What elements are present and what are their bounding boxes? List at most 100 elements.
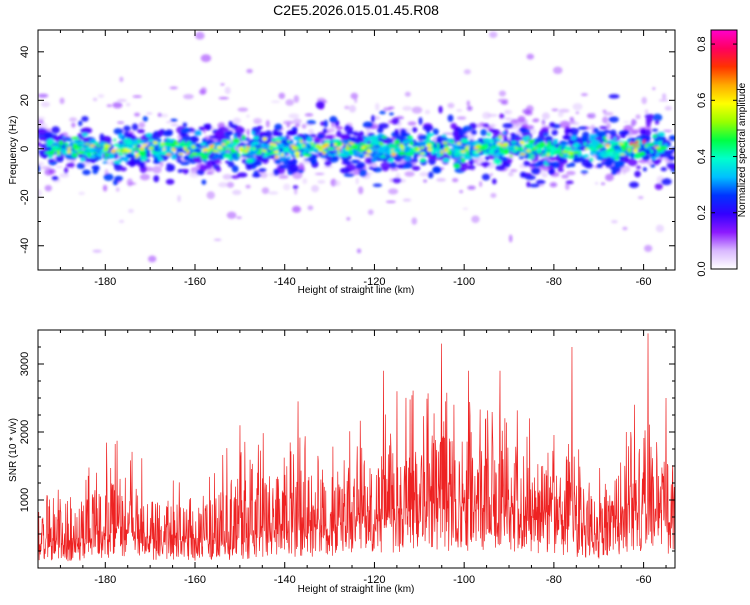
heatmap-cell (313, 149, 320, 153)
heatmap-cell (76, 152, 82, 155)
heatmap-cell (346, 130, 355, 135)
heatmap-cell (457, 142, 461, 145)
heatmap-cell (423, 179, 427, 183)
heatmap-cell (466, 141, 473, 148)
heatmap-cell (605, 143, 610, 148)
heatmap-cell (400, 131, 405, 138)
heatmap-cell (80, 156, 86, 162)
heatmap-cell (166, 138, 171, 141)
heatmap-cell (205, 161, 213, 170)
heatmap-cell (84, 146, 92, 151)
heatmap-cell (279, 156, 286, 162)
snr-x-tick-label: -100 (453, 574, 475, 586)
heatmap-cell (124, 148, 128, 152)
heatmap-cell (644, 244, 653, 253)
heatmap-cell (644, 114, 655, 119)
heatmap-cell (403, 156, 411, 162)
colorbar-tick-label: 0.2 (696, 205, 708, 220)
heatmap-cell (662, 93, 667, 100)
heatmap-cell (566, 170, 576, 176)
heatmap-cell (315, 144, 321, 149)
heatmap-cell (584, 148, 589, 150)
heatmap-cell (345, 144, 349, 147)
heatmap-cell (653, 146, 660, 149)
heatmap-cell (318, 149, 324, 152)
heatmap-cell (138, 121, 146, 129)
heatmap-cell (278, 92, 286, 100)
heatmap-cell (385, 200, 396, 203)
heatmap-cell (303, 153, 312, 157)
heatmap-cell (178, 153, 184, 156)
heatmap-cell (496, 152, 501, 156)
snr-frame (37, 329, 676, 569)
heatmap-cell (489, 139, 495, 143)
heatmap-cell (488, 124, 497, 127)
heatmap-cell (358, 186, 364, 195)
heatmap-cell (520, 150, 528, 154)
heatmap-cell (498, 146, 504, 151)
heatmap-cell (283, 183, 291, 191)
heatmap-cell (370, 114, 376, 123)
heatmap-cell (306, 120, 317, 125)
heatmap-cell (102, 161, 109, 164)
heatmap-cell (72, 143, 78, 147)
heatmap-cell (572, 121, 580, 126)
heatmap-peak-cell (636, 144, 640, 147)
heatmap-cell (324, 160, 332, 167)
heatmap-cell (405, 137, 409, 140)
heatmap-cell (609, 145, 613, 150)
heatmap-cell (362, 136, 367, 139)
heatmap-cell (90, 150, 94, 154)
heatmap-cell (614, 149, 622, 154)
heatmap-cell (114, 175, 124, 182)
heatmap-cell (611, 220, 618, 224)
heatmap-cell (502, 122, 514, 129)
heatmap-cell (573, 151, 579, 155)
heatmap-cell (601, 161, 606, 166)
heatmap-cell (500, 100, 509, 105)
heatmap-cell (462, 125, 472, 132)
heatmap-cell (460, 138, 469, 144)
heatmap-cell (314, 172, 325, 175)
heatmap-cell (346, 146, 349, 150)
heatmap-cell (652, 87, 656, 90)
heatmap-peak-cell (635, 141, 638, 144)
heatmap-cell (653, 159, 660, 165)
heatmap-cell (140, 155, 148, 162)
heatmap-cell (297, 169, 304, 174)
heatmap-cell (294, 123, 300, 127)
heatmap-cell (38, 93, 49, 98)
heatmap-cell (413, 154, 418, 160)
heatmap-cell (138, 150, 147, 157)
heatmap-cell (524, 175, 536, 180)
heatmap-cell (646, 143, 653, 146)
heatmap-cell (88, 136, 92, 140)
heatmap-cell (288, 142, 294, 145)
heatmap-cell (419, 157, 426, 163)
heatmap-cell (306, 136, 312, 142)
heatmap-cell (285, 99, 294, 106)
heatmap-cell (222, 174, 233, 180)
heatmap-cell (655, 224, 664, 233)
heatmap-cell (342, 140, 347, 145)
heatmap-cell (483, 143, 489, 148)
heatmap-cell (639, 151, 646, 156)
heatmap-cell (466, 105, 473, 111)
heatmap-cell (70, 136, 80, 140)
heatmap-cell (465, 148, 470, 151)
heatmap-cell (142, 143, 148, 147)
heatmap-cell (55, 155, 64, 163)
heatmap-cell (533, 147, 538, 150)
heatmap-cell (602, 109, 607, 113)
heatmap-cell (634, 137, 638, 141)
heatmap-cell (266, 149, 272, 153)
heatmap-cell (527, 125, 535, 131)
heatmap-cell (146, 112, 153, 115)
heatmap-cell (103, 147, 109, 152)
heatmap-cell (323, 165, 334, 169)
colorbar: 0.0 0.2 0.4 0.6 0.8 Normalized spectral ampl… (696, 29, 748, 277)
heatmap-cell (565, 182, 570, 191)
heatmap-cell (246, 68, 253, 74)
heatmap-cell (611, 170, 618, 175)
heatmap-cell (322, 151, 326, 155)
